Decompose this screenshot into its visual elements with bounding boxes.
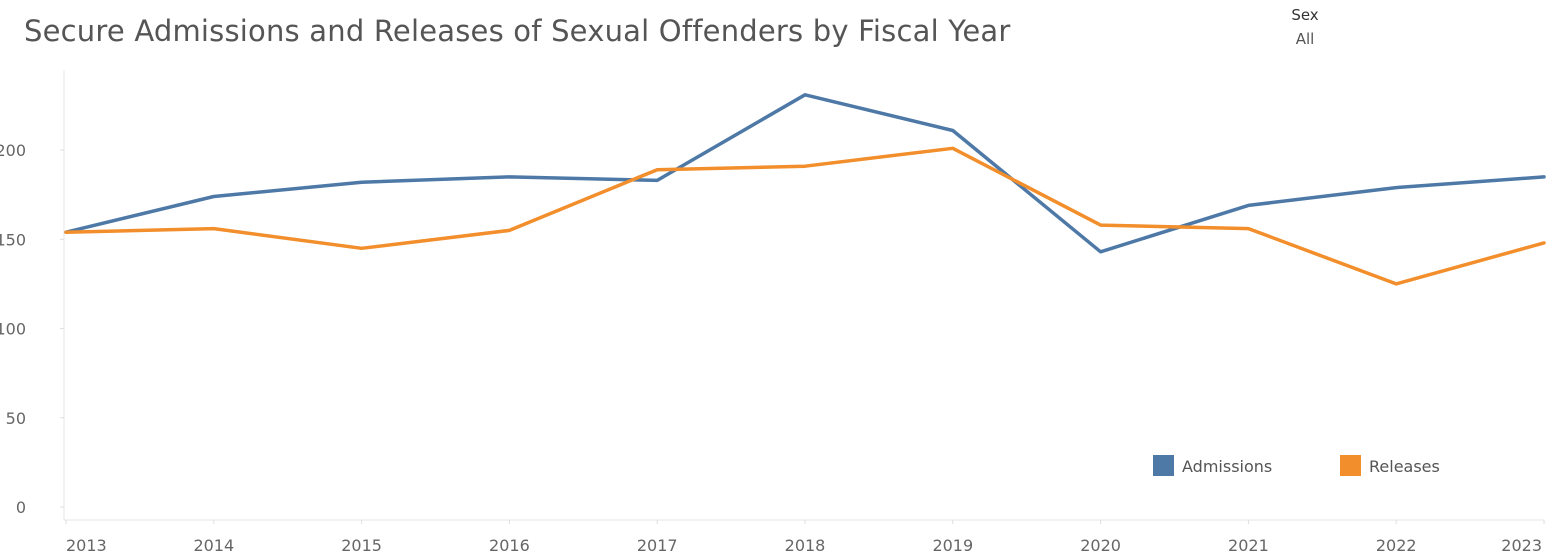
series-line-admissions[interactable] bbox=[64, 93, 1546, 254]
x-axis-ticks: 2013 2014 2015 2016 2017 2018 2019 2020 2021 2022… bbox=[65, 520, 1545, 555]
data-point-releases[interactable] bbox=[800, 161, 810, 171]
x-tick-label: 2022 bbox=[1376, 536, 1417, 555]
data-point-releases[interactable] bbox=[1391, 279, 1401, 289]
data-point-admissions[interactable] bbox=[1096, 247, 1106, 257]
chart-axes bbox=[63, 70, 1544, 521]
data-point-admissions[interactable] bbox=[1539, 172, 1549, 182]
data-point-admissions[interactable] bbox=[800, 90, 810, 100]
y-axis-ticks: 0 50 100 150 200 bbox=[0, 141, 64, 517]
legend-swatch-releases[interactable] bbox=[1340, 455, 1361, 476]
x-tick-label: 2021 bbox=[1228, 536, 1269, 555]
x-tick-label: 2023 bbox=[1501, 536, 1542, 555]
sex-filter-label: Sex bbox=[1291, 6, 1319, 24]
data-point-releases[interactable] bbox=[1243, 224, 1253, 234]
data-point-releases[interactable] bbox=[1539, 238, 1549, 248]
y-tick-label: 200 bbox=[0, 141, 26, 160]
data-point-releases[interactable] bbox=[504, 225, 514, 235]
y-tick-label: 100 bbox=[0, 320, 26, 339]
data-point-releases[interactable] bbox=[652, 165, 662, 175]
data-point-releases[interactable] bbox=[948, 143, 958, 153]
chart-legend: Admissions Releases bbox=[1153, 455, 1440, 476]
data-point-releases[interactable] bbox=[61, 227, 71, 237]
data-point-releases[interactable] bbox=[209, 224, 219, 234]
data-point-admissions[interactable] bbox=[504, 172, 514, 182]
data-point-admissions[interactable] bbox=[1391, 183, 1401, 193]
legend-label-releases[interactable]: Releases bbox=[1369, 457, 1440, 476]
x-tick-label: 2015 bbox=[341, 536, 382, 555]
series-line-releases[interactable] bbox=[64, 146, 1546, 286]
legend-swatch-admissions[interactable] bbox=[1153, 455, 1174, 476]
data-point-admissions[interactable] bbox=[1243, 200, 1253, 210]
y-tick-label: 150 bbox=[0, 230, 26, 249]
data-point-admissions[interactable] bbox=[948, 125, 958, 135]
x-tick-label: 2019 bbox=[932, 536, 973, 555]
data-point-releases[interactable] bbox=[357, 243, 367, 253]
chart-series bbox=[61, 90, 1549, 289]
x-tick-label: 2016 bbox=[489, 536, 530, 555]
y-tick-label: 50 bbox=[6, 409, 26, 428]
data-point-releases[interactable] bbox=[1096, 220, 1106, 230]
x-tick-label: 2014 bbox=[193, 536, 234, 555]
x-tick-label: 2013 bbox=[66, 536, 107, 555]
data-point-admissions[interactable] bbox=[357, 177, 367, 187]
data-point-admissions[interactable] bbox=[652, 175, 662, 185]
x-tick-label: 2020 bbox=[1080, 536, 1121, 555]
legend-label-admissions[interactable]: Admissions bbox=[1182, 457, 1272, 476]
data-point-admissions[interactable] bbox=[209, 192, 219, 202]
x-tick-label: 2018 bbox=[785, 536, 826, 555]
sex-filter-value[interactable]: All bbox=[1295, 30, 1315, 48]
chart-title: Secure Admissions and Releases of Sexual… bbox=[24, 14, 1011, 48]
y-tick-label: 0 bbox=[16, 498, 26, 517]
x-tick-label: 2017 bbox=[637, 536, 678, 555]
sex-filter[interactable]: Sex All bbox=[1270, 6, 1340, 49]
